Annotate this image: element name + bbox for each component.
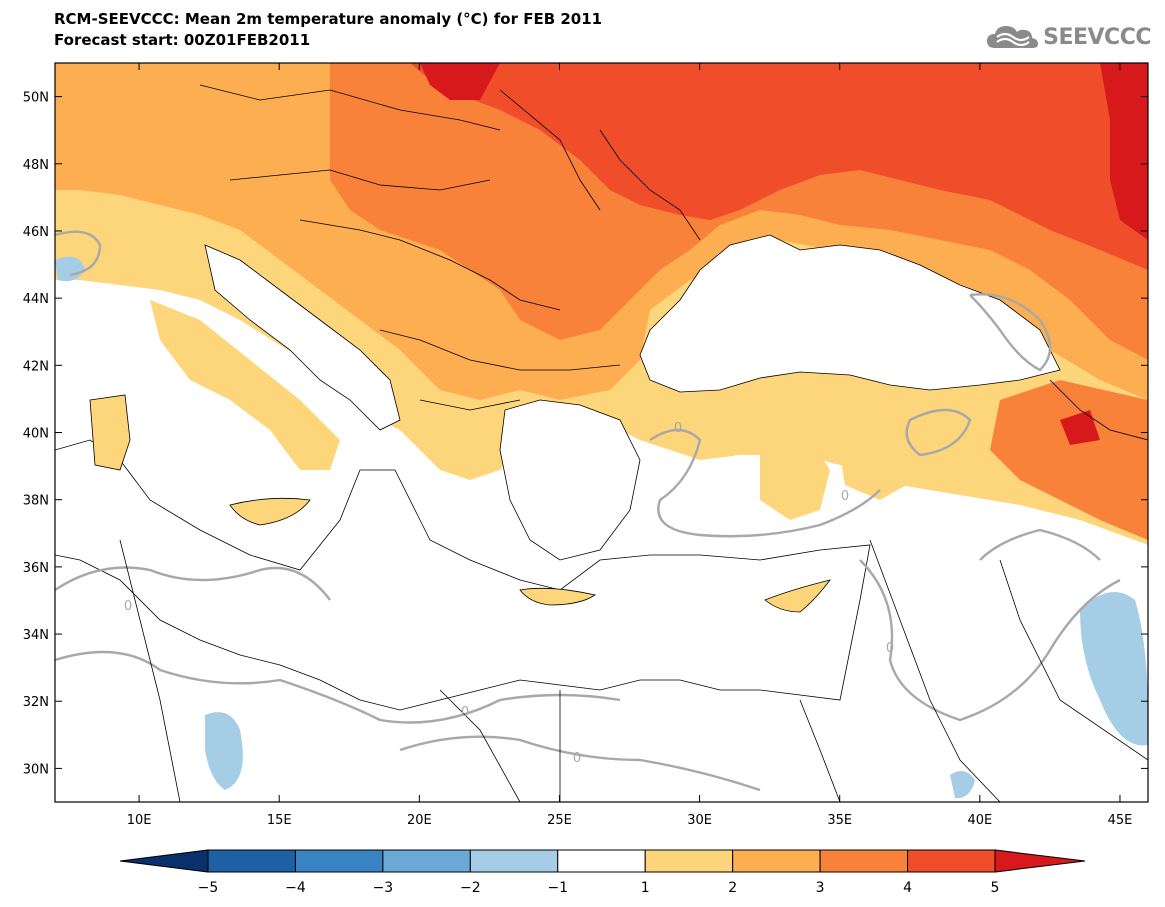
crete-island xyxy=(519,587,597,606)
aegean-sea xyxy=(499,399,641,561)
x-tick-label: 45E xyxy=(1108,813,1133,828)
x-tick-label: 15E xyxy=(267,813,292,828)
seevccc-logo: SEEVCCC xyxy=(985,22,1151,52)
y-tick-label: 32N xyxy=(23,695,49,710)
colorbar-label: 5 xyxy=(991,880,1000,896)
y-tick-label: 38N xyxy=(23,494,49,509)
country-borders xyxy=(119,84,1148,802)
black-sea xyxy=(639,234,1061,393)
contour-label: 0 xyxy=(461,705,469,720)
y-tick-label: 48N xyxy=(23,158,49,173)
y-tick-label: 44N xyxy=(23,292,49,307)
colorbar-arrow-left xyxy=(119,849,209,873)
x-tick-label: 40E xyxy=(967,813,992,828)
colorbar-arrow-right xyxy=(994,849,1086,873)
y-tick-label: 50N xyxy=(23,91,49,106)
mediterranean-sea xyxy=(55,439,871,711)
x-tick-label: 35E xyxy=(827,813,852,828)
x-tick-label: 25E xyxy=(547,813,572,828)
colorbar-segment xyxy=(907,849,996,873)
colorbar-segment xyxy=(732,849,821,873)
colorbar-label: −4 xyxy=(285,880,306,896)
sicily-island xyxy=(229,497,311,526)
map-title: RCM-SEEVCCC: Mean 2m temperature anomaly… xyxy=(54,10,603,28)
colorbar-label: −3 xyxy=(373,880,394,896)
colorbar-label: 2 xyxy=(728,880,737,896)
sardinia-island xyxy=(89,394,131,471)
y-tick-label: 42N xyxy=(23,359,49,374)
contour-label: 0 xyxy=(674,421,682,436)
anomaly-field-3-4-east xyxy=(990,380,1148,540)
anomaly-field-4-5 xyxy=(410,63,1148,270)
contour-label: 0 xyxy=(841,489,849,504)
adriatic-sea xyxy=(204,244,401,431)
colorbar-segment xyxy=(644,849,734,873)
colorbar-segment xyxy=(469,849,559,873)
contour-label: 0 xyxy=(886,641,894,656)
colorbar-label: 1 xyxy=(641,880,650,896)
cloud-logo-icon xyxy=(987,26,1039,48)
y-tick-label: 30N xyxy=(23,762,49,777)
colorbar-segment xyxy=(294,849,384,873)
colorbar-segment xyxy=(207,849,296,873)
map-field xyxy=(55,63,1148,802)
zero-contours xyxy=(55,230,1121,792)
contour-labels: 0 0 0 0 0 0 xyxy=(124,421,894,766)
colorbar-segment xyxy=(819,849,909,873)
y-tick-label: 36N xyxy=(23,561,49,576)
contour-label: 0 xyxy=(573,751,581,766)
logo-text: SEEVCCC xyxy=(1043,24,1151,50)
colorbar-label: −5 xyxy=(198,880,219,896)
anomaly-field-1-2-anatolia xyxy=(760,440,915,520)
y-tick-label: 34N xyxy=(23,628,49,643)
x-tick-label: 20E xyxy=(407,813,432,828)
colorbar-segment xyxy=(557,849,646,873)
x-axis: 10E 15E 20E 25E 30E 35E 40E 45E xyxy=(127,63,1133,828)
y-tick-label: 46N xyxy=(23,225,49,240)
anomaly-field-1-2-italy xyxy=(150,300,340,470)
colorbar: −5 −4 −3 −2 −1 1 2 3 4 5 xyxy=(119,849,1086,896)
colorbar-label: −1 xyxy=(547,880,568,896)
colorbar-label: 4 xyxy=(903,880,912,896)
colorbar-label: 3 xyxy=(816,880,825,896)
contour-label: 0 xyxy=(124,599,132,614)
cyprus-island xyxy=(764,579,831,613)
y-axis: 30N 32N 34N 36N 38N 40N 42N 44N 46N 48N 50N xyxy=(23,91,1148,777)
x-tick-label: 10E xyxy=(127,813,152,828)
y-tick-label: 40N xyxy=(23,427,49,442)
colorbar-label: −2 xyxy=(460,880,481,896)
forecast-start-label: Forecast start: 00Z01FEB2011 xyxy=(54,31,311,49)
colorbar-segment xyxy=(382,849,471,873)
x-tick-label: 30E xyxy=(687,813,712,828)
